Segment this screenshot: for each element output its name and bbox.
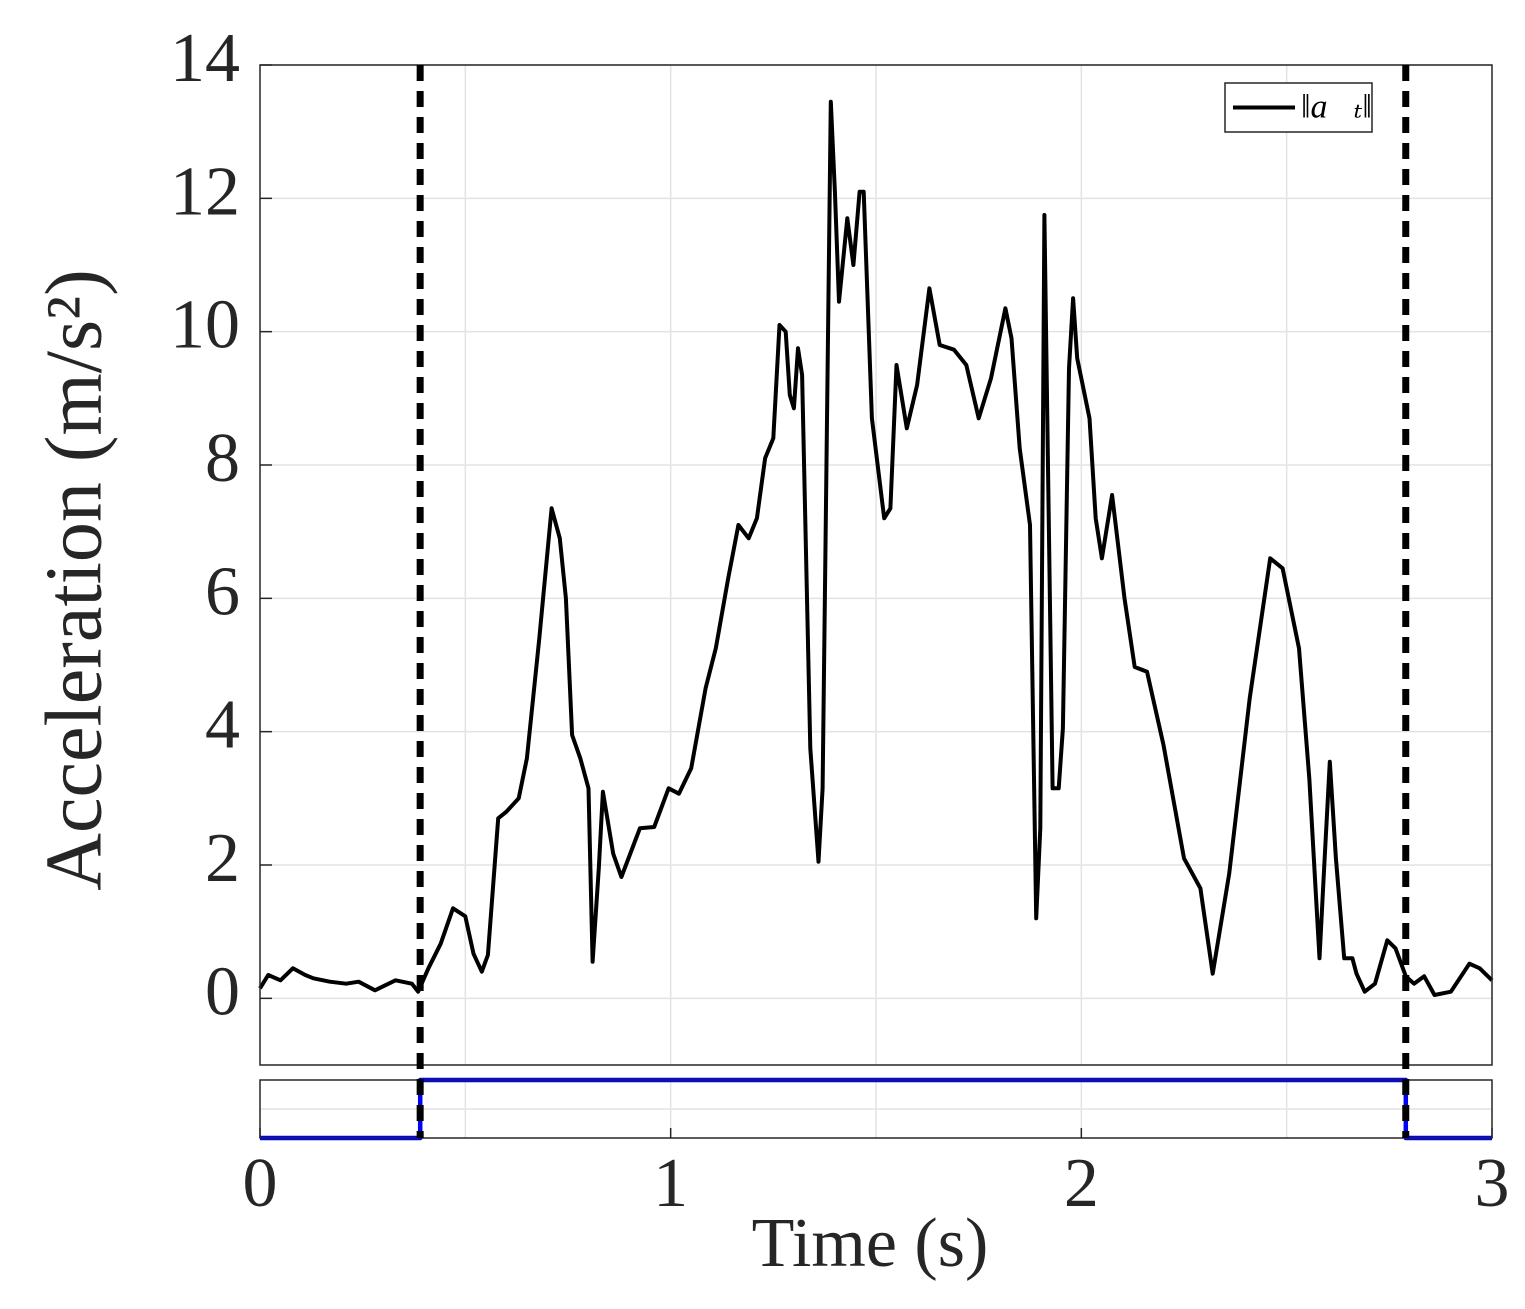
y-tick-label: 6 [205, 553, 240, 630]
y-tick-label: 0 [205, 953, 240, 1030]
data-line [258, 99, 1494, 997]
y-tick-label: 12 [170, 153, 240, 230]
y-tick-label: 8 [205, 420, 240, 497]
legend-label: ‖a⃗ₜ‖ [1301, 88, 1372, 125]
x-tick-label: 3 [1475, 1145, 1510, 1222]
y-tick-label: 4 [205, 687, 240, 764]
y-tick-label: 2 [205, 820, 240, 897]
y-tick-label: 10 [170, 287, 240, 364]
x-tick-label: 1 [653, 1145, 688, 1222]
y-axis-label: Acceleration (m/s²) [30, 269, 118, 890]
x-tick-label: 2 [1064, 1145, 1099, 1222]
x-tick-label: 0 [243, 1145, 278, 1222]
axes-box [259, 1079, 1493, 1139]
x-axis-label: Time (s) [752, 1205, 989, 1282]
axes-box [259, 64, 1493, 1066]
y-tick-label: 14 [170, 20, 240, 97]
